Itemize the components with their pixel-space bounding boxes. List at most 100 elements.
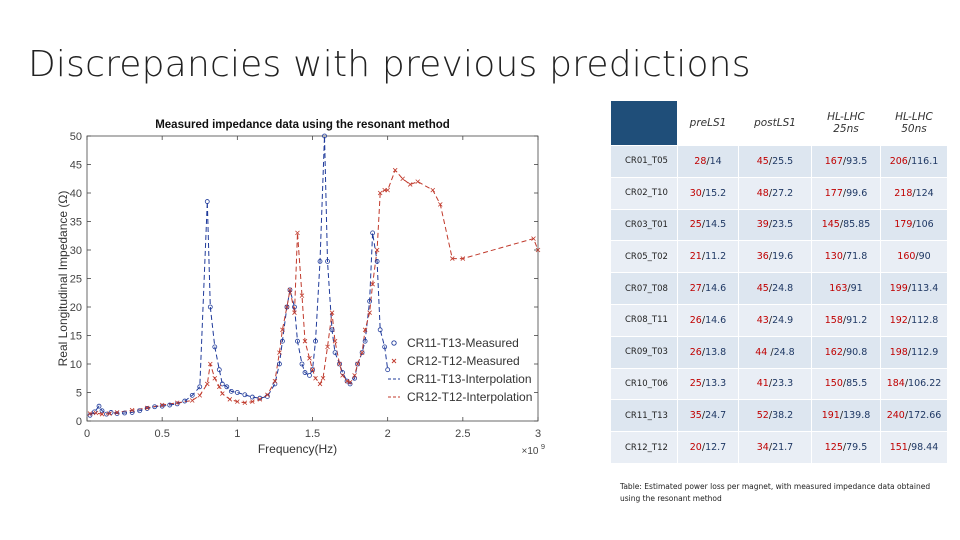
data-point [299, 293, 305, 298]
data-point [438, 202, 443, 207]
x-exponent-power: 9 [541, 442, 545, 451]
table-cell: 198/112.9 [880, 335, 948, 369]
y-tick-label: 30 [70, 245, 82, 257]
table-cell: 43/24.9 [738, 303, 812, 337]
data-point [355, 361, 360, 367]
value-b: 14.6 [705, 314, 727, 326]
value-b: 112.8 [911, 314, 939, 326]
table-corner-cell [610, 100, 678, 146]
data-point [355, 361, 361, 367]
table-caption: Table: Estimated power loss per magnet, … [620, 482, 931, 503]
data-point [189, 392, 195, 398]
data-point [99, 411, 105, 417]
value-a: 198 [889, 346, 908, 358]
value-a: 206 [889, 155, 908, 167]
table-cell: 191/139.8 [811, 399, 881, 433]
legend-marker [391, 358, 397, 364]
row-label: CR08_T11 [610, 303, 678, 337]
data-point [367, 310, 372, 315]
col-header-line1: HL-LHC [827, 111, 865, 123]
data-point [344, 378, 350, 384]
value-a: 41 [756, 378, 769, 390]
value-b: 24.9 [772, 314, 794, 326]
data-point [227, 397, 233, 402]
data-point [228, 388, 234, 394]
value-a: 30 [689, 187, 702, 199]
data-point [531, 236, 536, 241]
data-point [377, 327, 383, 333]
value-a: 199 [889, 283, 908, 295]
table-cell: 30/15.2 [677, 176, 739, 210]
value-b: 112.9 [911, 346, 939, 358]
value-a: 43 [756, 314, 769, 326]
data-point [174, 401, 180, 407]
data-point [374, 258, 380, 264]
data-point [352, 375, 357, 381]
value-a: 163 [829, 283, 848, 295]
y-tick-label: 0 [76, 416, 82, 428]
value-a: 28 [694, 155, 707, 167]
legend-label: CR11-T13-Interpolation [407, 372, 532, 386]
table-cell: 26/14.6 [677, 303, 739, 337]
value-a: 21 [689, 251, 702, 263]
value-a: 27 [689, 283, 702, 295]
value-a: 25 [689, 219, 702, 231]
col-header: HL-LHC 50ns [880, 100, 948, 146]
value-a: 130 [824, 251, 843, 263]
value-b: 139.8 [843, 410, 871, 422]
value-b: 85.5 [846, 378, 868, 390]
data-point [204, 381, 210, 387]
data-point [212, 375, 218, 381]
value-b: 91 [850, 283, 863, 295]
data-point [367, 298, 373, 304]
data-point [152, 404, 158, 410]
value-b: 13.8 [705, 346, 727, 358]
value-b: 85.85 [843, 219, 871, 231]
y-tick-label: 20 [70, 302, 82, 314]
table-cell: 206/116.1 [880, 145, 948, 178]
value-a: 145 [821, 219, 840, 231]
table-header-row: preLS1 postLS1 HL-LHC 25ns HL-LHC 50ns [610, 100, 948, 146]
value-a: 151 [889, 442, 908, 454]
value-a: 25 [689, 378, 702, 390]
data-point [207, 304, 213, 310]
series-line [89, 169, 539, 415]
table-cell: 28/14 [677, 145, 739, 178]
row-label: CR09_T03 [610, 335, 678, 369]
data-point [352, 373, 357, 378]
data-point [280, 327, 285, 333]
data-point [197, 393, 203, 398]
table-row: CR01_T05 28/14 45/25.5 167/93.5 206/116.1 [610, 145, 948, 178]
table-cell: 192/112.8 [880, 303, 948, 337]
value-a: 26 [689, 314, 702, 326]
col-header: postLS1 [738, 100, 812, 146]
chart-title: Measured impedance data using the resona… [155, 119, 450, 131]
data-point [340, 373, 345, 378]
value-a: 26 [689, 346, 702, 358]
data-point [182, 398, 188, 404]
data-point [359, 350, 365, 356]
value-b: 24.8 [772, 283, 794, 295]
table-cell: 26/13.8 [677, 335, 739, 369]
value-b: 14.5 [705, 219, 727, 231]
data-point [250, 399, 255, 404]
data-point [317, 258, 323, 264]
value-b: 90.8 [846, 346, 868, 358]
data-point [302, 370, 308, 375]
table-row: CR12_T12 20/12.7 34/21.7 125/79.5 151/98.44 [610, 431, 948, 464]
data-point [284, 304, 290, 310]
data-point [144, 406, 150, 411]
value-a: 39 [756, 219, 769, 231]
table-cell: 151/98.44 [880, 431, 948, 464]
data-point [284, 304, 290, 310]
data-point [325, 258, 330, 264]
table-cell: 34/21.7 [738, 431, 812, 464]
data-point [307, 356, 312, 361]
col-header-line2: 25ns [833, 123, 859, 135]
x-tick-label: 2.5 [455, 428, 470, 440]
x-tick-label: 3 [535, 428, 541, 440]
x-tick-label: 2 [385, 428, 391, 440]
col-header-line1: preLS1 [689, 117, 727, 129]
table-cell: 160/90 [880, 240, 948, 274]
value-a: 158 [824, 314, 843, 326]
